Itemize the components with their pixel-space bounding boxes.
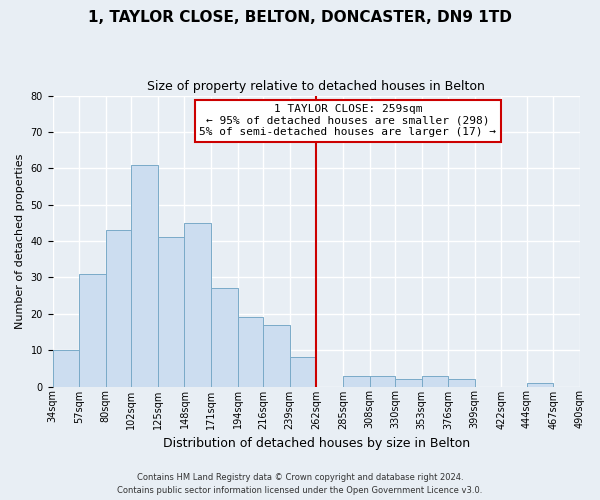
Bar: [211, 288, 238, 386]
Text: Contains HM Land Registry data © Crown copyright and database right 2024.
Contai: Contains HM Land Registry data © Crown c…: [118, 474, 482, 495]
Bar: [448, 379, 475, 386]
Bar: [79, 274, 106, 386]
Bar: [53, 350, 79, 387]
Bar: [263, 324, 290, 386]
Bar: [158, 238, 184, 386]
Bar: [395, 379, 422, 386]
X-axis label: Distribution of detached houses by size in Belton: Distribution of detached houses by size …: [163, 437, 470, 450]
Text: 1, TAYLOR CLOSE, BELTON, DONCASTER, DN9 1TD: 1, TAYLOR CLOSE, BELTON, DONCASTER, DN9 …: [88, 10, 512, 25]
Text: 1 TAYLOR CLOSE: 259sqm
← 95% of detached houses are smaller (298)
5% of semi-det: 1 TAYLOR CLOSE: 259sqm ← 95% of detached…: [199, 104, 496, 138]
Title: Size of property relative to detached houses in Belton: Size of property relative to detached ho…: [148, 80, 485, 93]
Bar: [370, 376, 395, 386]
Bar: [580, 383, 600, 386]
Bar: [527, 383, 553, 386]
Bar: [106, 230, 131, 386]
Bar: [290, 358, 316, 386]
Bar: [422, 376, 448, 386]
Y-axis label: Number of detached properties: Number of detached properties: [15, 154, 25, 328]
Bar: [184, 223, 211, 386]
Bar: [131, 164, 158, 386]
Bar: [343, 376, 370, 386]
Bar: [238, 318, 263, 386]
